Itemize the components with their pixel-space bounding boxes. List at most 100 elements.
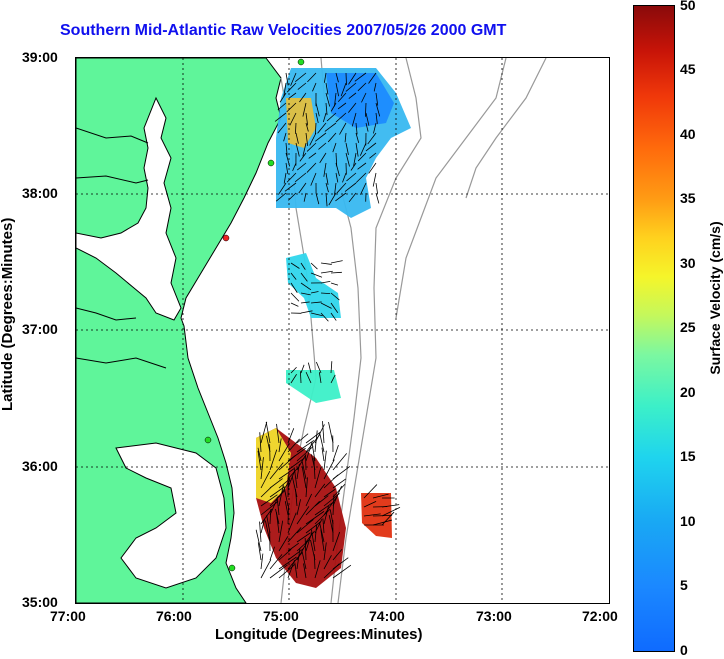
velocity-arrow bbox=[335, 192, 347, 202]
velocity-arrow bbox=[304, 538, 307, 561]
velocity-arrow bbox=[299, 92, 307, 103]
velocity-arrow bbox=[269, 478, 283, 489]
velocity-arrow bbox=[319, 152, 327, 164]
velocity-arrow bbox=[286, 102, 297, 113]
velocity-arrow bbox=[339, 122, 347, 135]
velocity-arrow bbox=[290, 262, 300, 269]
velocity-arrow bbox=[296, 499, 301, 516]
velocity-arrow bbox=[381, 511, 395, 526]
velocity-arrow bbox=[257, 542, 262, 561]
velocity-arrow bbox=[295, 72, 307, 82]
velocity-arrow bbox=[287, 467, 299, 480]
station-marker bbox=[228, 564, 236, 572]
velocity-arrow bbox=[296, 440, 315, 453]
velocity-arrow bbox=[342, 172, 347, 183]
colorbar-tick: 20 bbox=[680, 384, 696, 400]
velocity-arrow bbox=[314, 430, 318, 453]
velocity-arrow bbox=[314, 122, 317, 135]
velocity-arrow bbox=[305, 112, 309, 126]
velocity-arrow bbox=[302, 142, 307, 157]
velocity-arrow bbox=[301, 550, 307, 570]
velocity-arrow bbox=[306, 162, 317, 173]
velocity-arrow bbox=[300, 292, 311, 296]
velocity-arrow bbox=[323, 162, 327, 177]
velocity-arrow bbox=[308, 152, 317, 159]
velocity-arrow bbox=[310, 262, 318, 270]
velocity-arrow bbox=[269, 546, 275, 561]
velocity-arrow bbox=[260, 508, 273, 525]
velocity-arrow bbox=[278, 468, 295, 480]
velocity-arrow bbox=[274, 112, 287, 122]
velocity-arrow bbox=[323, 488, 336, 498]
velocity-arrow bbox=[284, 501, 289, 516]
velocity-arrow bbox=[320, 262, 332, 265]
velocity-arrow bbox=[287, 457, 305, 471]
velocity-arrow bbox=[287, 560, 295, 579]
river-1 bbox=[76, 127, 149, 144]
velocity-arrow bbox=[294, 562, 298, 579]
velocity-arrow bbox=[345, 82, 357, 92]
velocity-arrow bbox=[320, 270, 333, 274]
velocity-arrow bbox=[278, 548, 292, 561]
velocity-arrow bbox=[283, 486, 289, 507]
x-tick: 77:00 bbox=[50, 608, 86, 624]
velocity-arrow bbox=[375, 92, 379, 106]
velocity-arrow bbox=[296, 548, 301, 570]
river-4 bbox=[76, 357, 167, 369]
velocity-arrow bbox=[330, 260, 343, 264]
y-axis-label: Latitude (Degrees:Minutes) bbox=[0, 217, 16, 411]
velocity-arrow bbox=[296, 433, 309, 444]
velocity-arrow bbox=[335, 162, 340, 177]
velocity-arrow bbox=[332, 478, 347, 489]
velocity-arrow bbox=[365, 142, 377, 152]
velocity-arrow bbox=[269, 449, 278, 471]
velocity-arrow bbox=[320, 312, 329, 322]
velocity-arrow bbox=[360, 182, 367, 195]
velocity-arrow bbox=[323, 496, 337, 516]
colorbar-tick: 50 bbox=[680, 0, 696, 13]
station-marker bbox=[222, 234, 230, 242]
y-tick: 38:00 bbox=[22, 185, 58, 201]
velocity-arrow bbox=[307, 72, 317, 83]
velocity-arrow bbox=[300, 262, 306, 270]
velocity-arrow bbox=[319, 432, 325, 453]
velocity-arrow bbox=[278, 484, 284, 507]
velocity-arrow bbox=[361, 92, 367, 103]
velocity-arrow bbox=[363, 501, 377, 508]
velocity-arrow bbox=[296, 519, 314, 534]
velocity-arrow bbox=[328, 192, 337, 206]
velocity-arrow bbox=[295, 488, 298, 507]
velocity-arrow bbox=[300, 371, 302, 384]
velocity-arrow bbox=[335, 82, 340, 97]
velocity-arrow bbox=[375, 182, 378, 194]
colorbar-tick: 0 bbox=[680, 642, 688, 658]
velocity-arrow bbox=[283, 172, 287, 184]
velocity-arrow bbox=[285, 152, 291, 167]
velocity-arrow bbox=[293, 467, 298, 489]
velocity-arrow bbox=[305, 531, 313, 552]
velocity-arrow bbox=[332, 466, 351, 480]
velocity-arrow bbox=[311, 443, 316, 462]
velocity-arrow bbox=[373, 82, 377, 92]
velocity-arrow bbox=[287, 542, 299, 552]
velocity-arrow bbox=[330, 374, 336, 384]
velocity-arrow bbox=[323, 555, 332, 570]
velocity-field-south-warm bbox=[256, 428, 291, 503]
colorbar-label: Surface Velocity (cm/s) bbox=[707, 221, 723, 375]
velocity-arrow bbox=[325, 102, 328, 116]
map-area[interactable] bbox=[75, 57, 610, 604]
velocity-arrow bbox=[365, 122, 369, 132]
colorbar-tick: 30 bbox=[680, 255, 696, 271]
velocity-arrow bbox=[277, 122, 287, 134]
velocity-arrow bbox=[375, 112, 378, 124]
station-marker bbox=[297, 58, 305, 66]
velocity-arrow bbox=[290, 72, 297, 86]
y-tick: 37:00 bbox=[22, 321, 58, 337]
velocity-arrow bbox=[297, 82, 307, 90]
velocity-arrow bbox=[306, 142, 317, 152]
velocity-arrow bbox=[354, 72, 367, 82]
velocity-arrow bbox=[260, 494, 278, 507]
velocity-arrows bbox=[255, 72, 401, 579]
velocity-arrow bbox=[335, 172, 339, 183]
velocity-arrow bbox=[276, 512, 280, 534]
